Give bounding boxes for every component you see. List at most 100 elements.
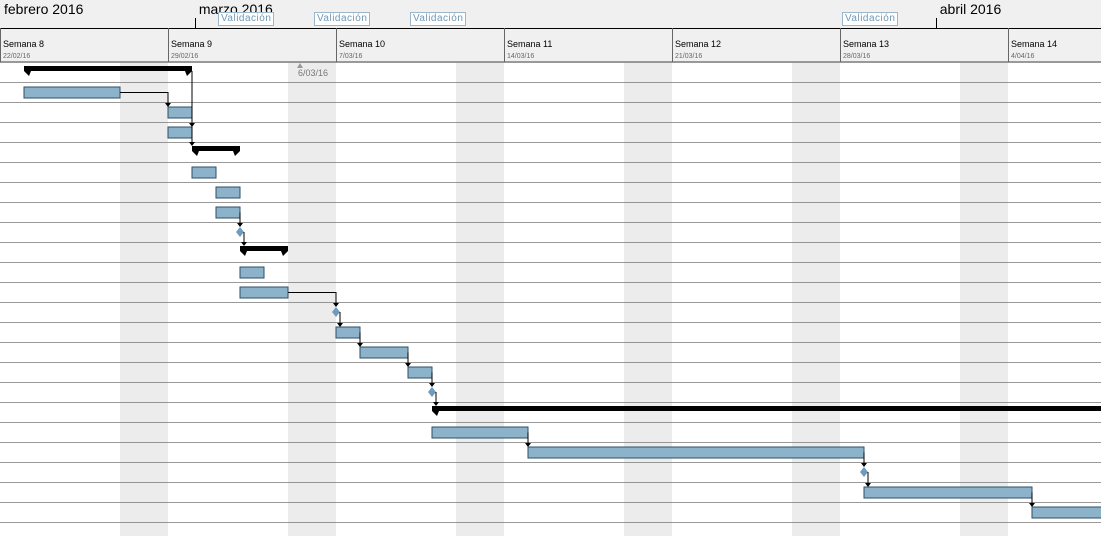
month-tick [194,18,196,29]
week-label: Semana 13 [843,39,890,49]
week-tick [0,28,1,62]
milestone-diamond [860,467,868,477]
week-tick [504,28,505,62]
task-bar [215,206,241,219]
month-row-line [0,28,1101,29]
task-bar [1031,506,1101,519]
week-tick [840,28,841,62]
row-line [0,142,1101,143]
row-line [0,62,1101,63]
week-label: Semana 12 [675,39,722,49]
milestone-diamond [236,227,244,237]
task-bar [335,326,361,339]
month-label: febrero 2016 [4,1,84,17]
dependency-arrow [337,323,343,327]
row-line [0,362,1101,363]
row-line [0,202,1101,203]
row-line [0,122,1101,123]
task-bar [167,106,193,119]
validation-tag: Validación [410,12,467,26]
dependency-arrow [429,383,435,387]
week-label: Semana 8 [3,39,45,49]
summary-bar [24,66,192,76]
validation-tag: Validación [218,12,275,26]
header-background [0,0,1101,62]
task-bar [431,426,529,439]
weekend-stripe [120,62,168,536]
task-bar [407,366,433,379]
row-line [0,522,1101,523]
row-line [0,262,1101,263]
row-line [0,242,1101,243]
dependency-arrow [405,363,411,367]
task-bar [191,166,217,179]
row-line [0,182,1101,183]
row-line [0,462,1101,463]
weekend-stripe [288,62,336,536]
row-line [0,382,1101,383]
row-line [0,222,1101,223]
dependency-arrow [1029,503,1035,507]
row-line [0,102,1101,103]
row-line [0,302,1101,303]
weekend-stripe [960,62,1008,536]
header-bottom-line [0,61,1101,62]
week-date: 29/02/16 [171,53,199,60]
row-line [0,482,1101,483]
milestone-diamond [428,387,436,397]
milestone-diamond [332,307,340,317]
row-line [0,322,1101,323]
task-bar [863,486,1033,499]
month-tick [935,18,937,29]
dependency-link [120,92,169,103]
validation-tag: Validación [314,12,371,26]
week-date: 22/02/16 [3,53,31,60]
row-line [0,342,1101,343]
month-label: abril 2016 [939,1,1002,17]
row-line [0,502,1101,503]
week-date: 7/03/16 [339,53,363,60]
validation-tag: Validación [842,12,899,26]
dependency-arrow [189,142,195,146]
task-bar [527,446,865,459]
week-date: 28/03/16 [843,53,871,60]
today-marker-icon [297,63,303,68]
dependency-arrow [241,242,247,246]
task-bar [239,266,265,279]
week-tick [672,28,673,62]
summary-bar [432,406,1101,416]
task-bar [215,186,241,199]
dependency-arrow [525,443,531,447]
week-label: Semana 11 [507,39,553,49]
row-line [0,282,1101,283]
weekend-stripe [456,62,504,536]
today-marker-date: 6/03/16 [298,68,329,78]
dependency-arrow [357,343,363,347]
row-line [0,402,1101,403]
week-date: 21/03/16 [675,53,703,60]
row-line [0,442,1101,443]
dependency-arrow [865,483,871,487]
dependency-arrow [861,463,867,467]
dependency-arrow [333,303,339,307]
task-bar [23,86,121,99]
week-tick [1008,28,1009,62]
task-bar [359,346,409,359]
week-date: 4/04/16 [1011,53,1035,60]
week-label: Semana 9 [171,39,213,49]
week-label: Semana 14 [1011,39,1058,49]
summary-bar [192,146,240,156]
task-bar [239,286,289,299]
dependency-link [288,292,337,303]
dependency-arrow [433,402,439,406]
dependency-arrow [165,103,171,107]
week-tick [336,28,337,62]
summary-bar [240,246,288,256]
task-bar [167,126,193,139]
row-line [0,422,1101,423]
dependency-arrow [237,223,243,227]
week-tick [168,28,169,62]
row-line [0,162,1101,163]
